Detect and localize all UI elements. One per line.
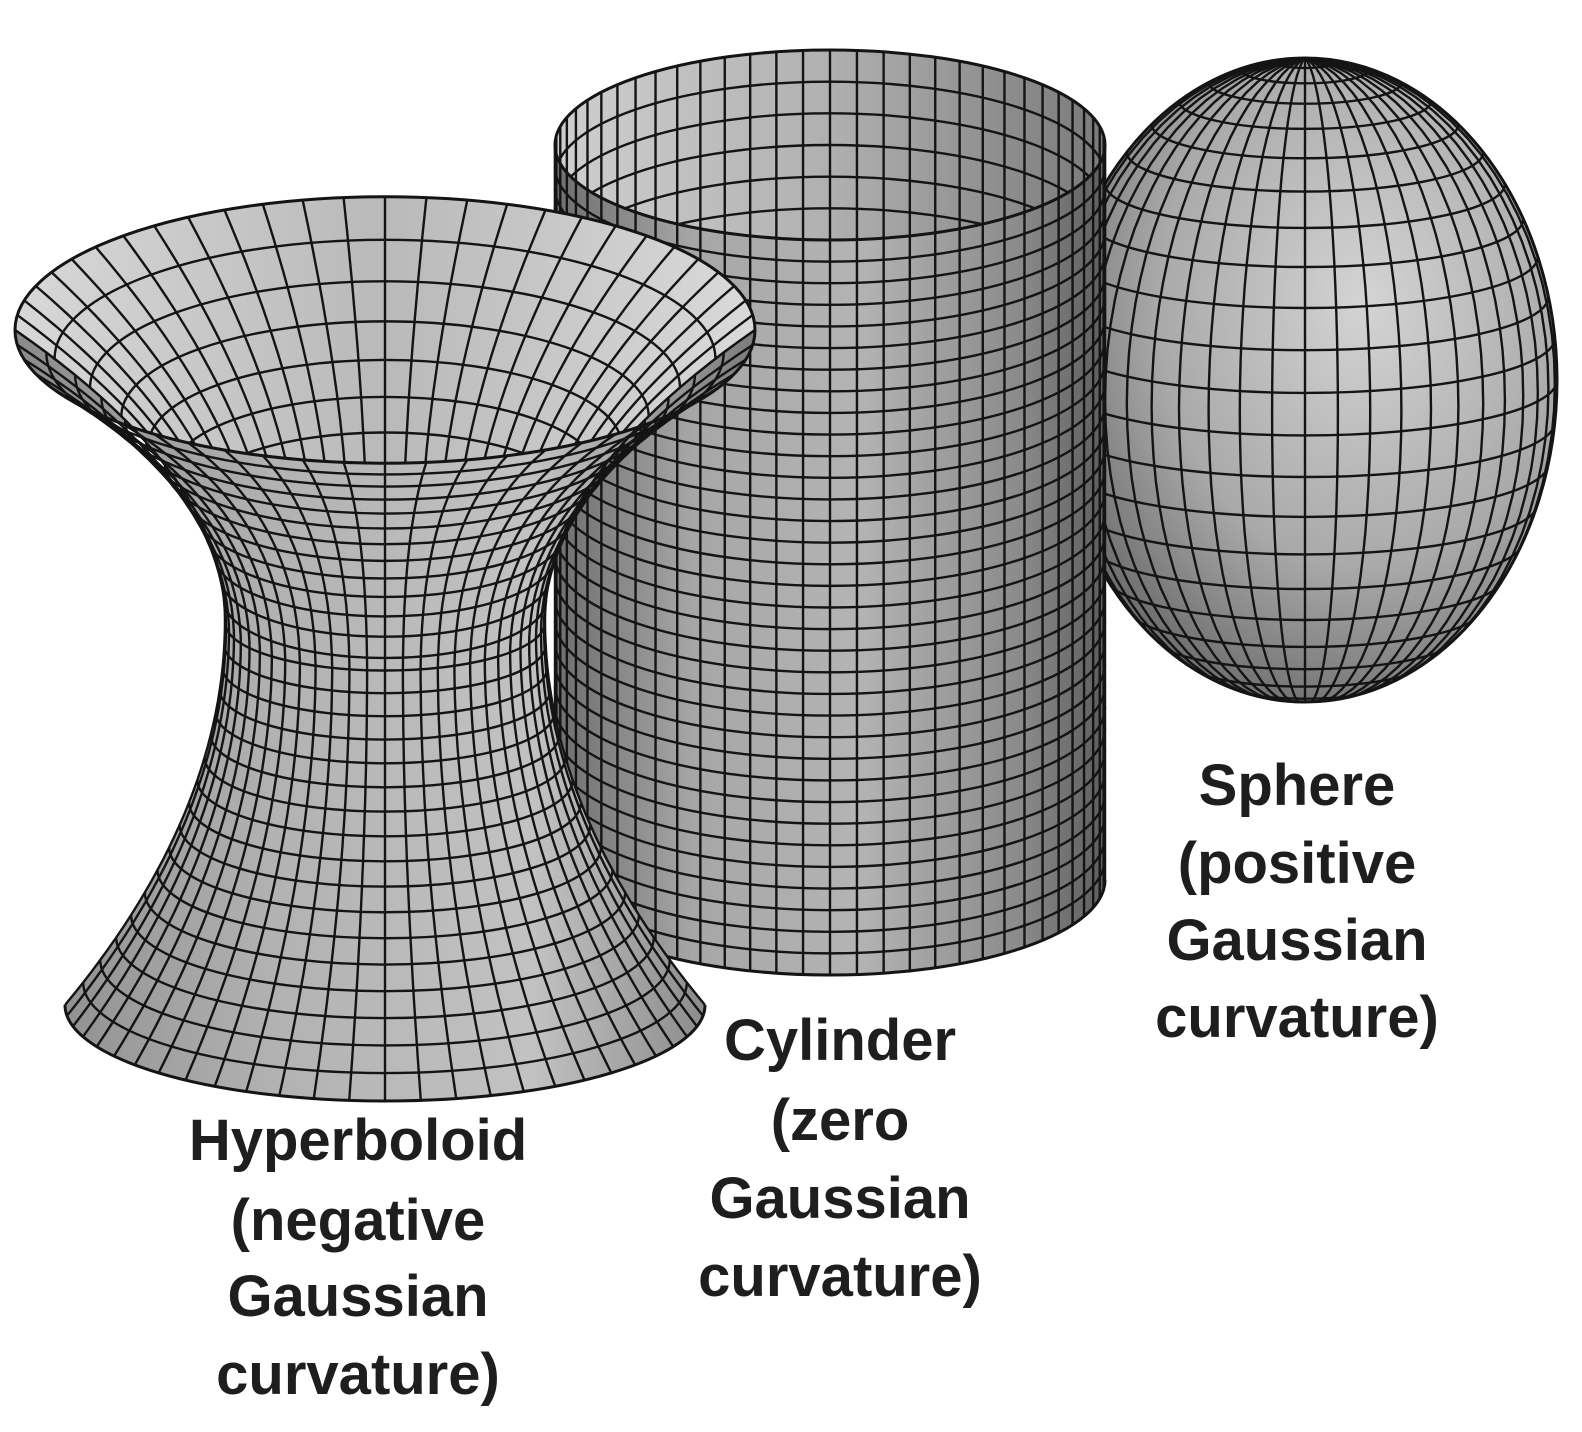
hyperboloid-meridian-line <box>342 462 369 1101</box>
sphere-meridian-line <box>1304 58 1507 702</box>
sphere-label-line-2: (positive <box>1178 831 1417 896</box>
hyperboloid-meridian-line <box>301 459 351 1099</box>
cylinder-label-line-2: (zero <box>771 1088 910 1153</box>
hyperboloid-label-line-2: (negative <box>231 1188 486 1253</box>
cylinder-surface <box>553 48 1107 977</box>
sphere-label-line-4: curvature) <box>1155 985 1439 1050</box>
hyperboloid-surface <box>13 195 757 1103</box>
hyperboloid-meridian-line <box>453 449 547 1092</box>
hyperboloid-meridian-line <box>468 441 583 1087</box>
sphere-meridian-line <box>1207 58 1306 702</box>
sphere-meridian-line <box>1177 58 1306 702</box>
hyperboloid-label-line-4: curvature) <box>216 1342 500 1407</box>
sphere-meridian-line <box>1304 58 1525 702</box>
sphere-meridian-line <box>1125 58 1306 702</box>
sphere-meridian-line <box>1150 58 1306 702</box>
hyperboloid-label: Hyperboloid (negative Gaussian curvature… <box>189 1108 527 1407</box>
hyperboloid-meridian-line <box>122 423 274 1074</box>
cylinder-label: Cylinder (zero Gaussian curvature) <box>698 1008 982 1309</box>
hyperboloid-meridian-line <box>153 433 287 1081</box>
sphere-meridian-line <box>1304 58 1485 702</box>
hyperboloid-inner-meridian-line <box>439 203 509 503</box>
hyperboloid-meridian-line <box>508 411 675 1066</box>
sphere-meridian-line <box>1304 58 1372 702</box>
cylinder-top-rim <box>553 48 1107 242</box>
hyperboloid-meridian-line <box>419 459 469 1099</box>
sphere-meridian-line <box>1304 58 1340 702</box>
hyperboloid-meridian-line <box>35 372 236 1038</box>
sphere-meridian-line <box>1304 58 1460 702</box>
sphere-label-line-3: Gaussian <box>1166 908 1427 973</box>
hyperboloid-label-line-3: Gaussian <box>227 1264 488 1329</box>
hyperboloid-inner-meridian-line <box>301 199 349 501</box>
hyperboloid-meridian-line <box>223 449 317 1092</box>
hyperboloid-meridian-line <box>14 329 227 1006</box>
hyperboloid-inner-meridian-line <box>421 199 469 501</box>
hyperboloid-inner-meridian-line <box>342 197 368 500</box>
hyperboloid-label-line-1: Hyperboloid <box>189 1108 527 1173</box>
hyperboloid-meridian-line <box>543 329 756 1006</box>
hyperboloid-meridian-line <box>95 411 262 1066</box>
hyperboloid-meridian-line <box>71 399 251 1057</box>
cylinder-label-line-1: Cylinder <box>724 1008 956 1073</box>
hyperboloid-bottom-rim <box>63 1004 707 1103</box>
hyperboloid-inner-meridian-line <box>402 197 428 500</box>
hyperboloid-meridian-line <box>496 423 648 1074</box>
hyperboloid-meridian-line <box>542 343 754 1017</box>
sphere-meridian-line <box>1270 58 1306 702</box>
hyperboloid-meridian-line <box>401 462 428 1101</box>
hyperboloid-inner-meridian-line <box>261 203 331 503</box>
sphere-meridian-line <box>1304 58 1433 702</box>
sphere-label-line-1: Sphere <box>1199 753 1396 818</box>
sphere-meridian-line <box>1304 58 1403 702</box>
cylinder-label-line-4: curvature) <box>698 1244 982 1309</box>
hyperboloid-top-rim <box>13 195 757 465</box>
sphere-label: Sphere (positive Gaussian curvature) <box>1155 753 1439 1050</box>
hyperboloid-meridian-line <box>483 433 617 1081</box>
hyperboloid-meridian-line <box>436 454 509 1096</box>
hyperboloid-meridian-line <box>50 386 242 1048</box>
sphere-meridian-line <box>1238 58 1306 702</box>
sphere-surface <box>1051 56 1559 704</box>
cylinder-label-line-3: Gaussian <box>709 1166 970 1231</box>
hyperboloid-meridian-line <box>16 343 228 1017</box>
hyperboloid-meridian-line <box>261 454 334 1096</box>
hyperboloid-meridian-line <box>187 441 302 1087</box>
hyperboloid-meridian-line <box>539 358 747 1028</box>
